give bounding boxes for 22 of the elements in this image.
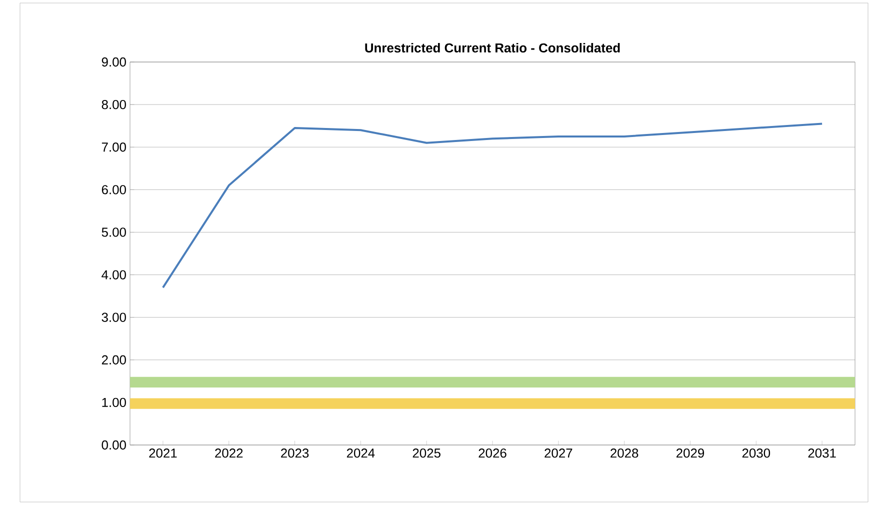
x-tick-label: 2026 — [478, 448, 506, 458]
x-tick-label: 2025 — [412, 448, 440, 458]
x-tick-label: 2021 — [149, 448, 177, 458]
y-tick-label: 2.00 — [102, 355, 126, 364]
x-tick-label: 2024 — [346, 448, 375, 458]
y-tick-label: 1.00 — [102, 398, 126, 408]
y-tick-label: 9.00 — [102, 57, 126, 67]
y-tick-label: 0.00 — [102, 440, 126, 450]
y-tick-label: 6.00 — [102, 185, 126, 194]
y-tick-label: 4.00 — [102, 270, 126, 280]
x-tick-label: 2023 — [281, 448, 309, 458]
y-tick-label: 3.00 — [102, 312, 126, 322]
y-tick-label: 7.00 — [102, 142, 126, 152]
x-tick-label: 2029 — [676, 448, 704, 458]
y-tick-label: 8.00 — [102, 100, 126, 110]
chart-title: Unrestricted Current Ratio - Consolidated — [365, 42, 620, 53]
x-tick-label: 2022 — [215, 448, 243, 458]
x-tick-label: 2030 — [742, 448, 770, 458]
x-tick-label: 2028 — [610, 448, 638, 458]
x-tick-label: 2031 — [808, 448, 836, 458]
x-tick-label: 2027 — [544, 448, 572, 458]
y-tick-label: 5.00 — [102, 228, 126, 237]
